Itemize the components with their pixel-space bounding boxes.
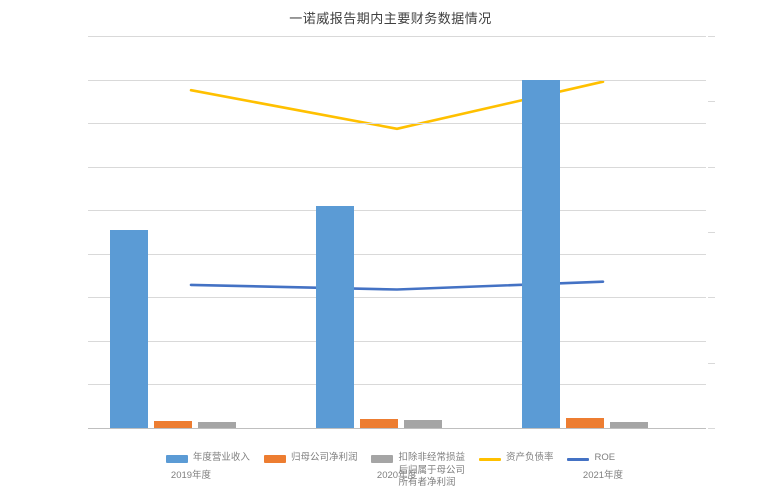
bar-2021年度-归母公司净利润[interactable] (566, 417, 604, 428)
y-axis-right-tick-mark (708, 362, 715, 364)
gridline (88, 36, 706, 37)
legend-swatch-icon (165, 455, 188, 463)
gridline (88, 384, 706, 386)
legend-item-label: ROE (594, 452, 616, 463)
bar-2019年度-扣除非经常损益[interactable] (198, 422, 236, 428)
gridline (88, 253, 706, 255)
line-series-layer (189, 80, 605, 291)
bar-2021年度-年度营业收入[interactable] (522, 79, 560, 428)
legend-swatch-icon (371, 455, 394, 463)
gridline (88, 297, 706, 299)
gridline (88, 123, 706, 125)
x-axis-category-label: 2019年度 (170, 470, 212, 481)
legend-swatch-icon (567, 458, 590, 461)
legend-item-扣除非经常损益[interactable]: 扣除非经常损益 后归属于母公司 所有者净利润 (371, 452, 465, 490)
y-axis-right-tick-mark (708, 232, 715, 233)
bar-2020年度-扣除非经常损益[interactable] (404, 419, 442, 428)
bar-2020年度-年度营业收入[interactable] (316, 205, 354, 428)
legend-item-label: 归母公司净利润 (290, 452, 358, 463)
legend-swatch-icon (263, 455, 286, 463)
gridline (88, 79, 706, 81)
legend-item-资产负债率[interactable]: 资产负债率 (478, 452, 554, 465)
plot-area: 0.00100,000.00200,000.00300,000.00400,00… (88, 36, 715, 481)
gridline (88, 340, 706, 342)
legend-item-label: 扣除非经常损益 后归属于母公司 所有者净利润 (398, 452, 465, 488)
gridline (88, 210, 706, 212)
y-axis-right-tick-mark (708, 101, 715, 103)
x-axis-category-label: 2020年度 (376, 470, 418, 481)
legend-item-年度营业收入[interactable]: 年度营业收入 (165, 452, 250, 465)
x-axis-category-label: 2021年度 (582, 470, 624, 481)
chart-legend: 年度营业收入 归母公司净利润 扣除非经常损益 后归属于母公司 所有者净利润 资产负债率… (0, 452, 781, 490)
chart-title: 一诺威报告期内主要财务数据情况 (289, 11, 492, 26)
gridline (88, 166, 706, 168)
legend-item-归母公司净利润[interactable]: 归母公司净利润 (263, 452, 358, 465)
bar-2021年度-扣除非经常损益[interactable] (610, 422, 648, 428)
y-axis-right-tick-mark (708, 428, 715, 429)
legend-item-ROE[interactable]: ROE (567, 452, 615, 465)
y-axis-right-tick-mark (708, 297, 715, 299)
legend-item-label: 年度营业收入 (192, 452, 250, 463)
axis-line-bottom (88, 428, 706, 429)
bar-2019年度-归母公司净利润[interactable] (154, 420, 192, 428)
bar-2019年度-年度营业收入[interactable] (110, 229, 148, 428)
legend-swatch-icon (478, 458, 501, 461)
y-axis-right-tick-mark (708, 36, 715, 37)
y-axis-right-tick-mark (708, 166, 715, 168)
legend-item-label: 资产负债率 (505, 452, 554, 463)
bar-2020年度-归母公司净利润[interactable] (360, 418, 398, 428)
